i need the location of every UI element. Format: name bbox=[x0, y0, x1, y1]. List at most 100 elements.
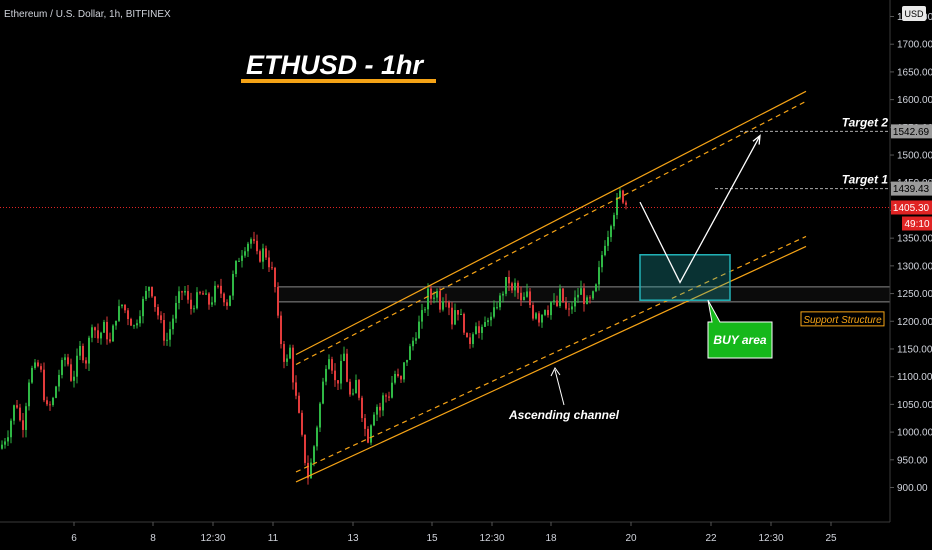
time-tick-label: 25 bbox=[825, 533, 837, 544]
time-tick-label: 6 bbox=[71, 533, 77, 544]
channel-lower-line bbox=[295, 245, 807, 483]
candle-body bbox=[205, 293, 207, 295]
ascending-channel-pointer bbox=[554, 369, 565, 406]
candle-body bbox=[100, 332, 102, 339]
price-tick-label: 1600.00 bbox=[897, 95, 932, 106]
ascending-channel-label: Ascending channel bbox=[508, 408, 620, 422]
support-structure-label: Support Structure bbox=[803, 315, 882, 326]
candle-body bbox=[76, 355, 78, 377]
ascending-channel-pointer-head bbox=[550, 367, 561, 377]
time-tick-label: 15 bbox=[426, 533, 438, 544]
candle-body bbox=[301, 412, 303, 435]
candle-body bbox=[454, 310, 456, 325]
candle-body bbox=[502, 293, 504, 296]
candle-body bbox=[460, 313, 462, 315]
countdown-tag bbox=[902, 216, 932, 231]
candle-body bbox=[541, 314, 543, 323]
candle-body bbox=[577, 294, 579, 298]
buy-area-callout bbox=[707, 299, 773, 359]
candle-body bbox=[571, 306, 573, 310]
candle-body bbox=[451, 307, 453, 325]
candle-body bbox=[145, 290, 147, 299]
candle-body bbox=[403, 362, 405, 380]
candle-body bbox=[412, 340, 414, 347]
candle-body bbox=[529, 291, 531, 306]
candle-body bbox=[376, 406, 378, 415]
buy-zone-box bbox=[639, 254, 731, 301]
time-axis[interactable]: 6 8 12:30 11 13 15 12:30 18 20 22 12:30 25 bbox=[71, 522, 837, 544]
currency-button[interactable] bbox=[902, 6, 926, 21]
candle-body bbox=[223, 293, 225, 303]
candle-body bbox=[385, 395, 387, 397]
candle-body bbox=[247, 243, 249, 252]
candle-body bbox=[343, 353, 345, 361]
candle-body bbox=[559, 288, 561, 307]
candle-body bbox=[373, 414, 375, 426]
candle-body bbox=[340, 360, 342, 384]
candle-body bbox=[307, 462, 309, 479]
price-tick-label: 1150.00 bbox=[897, 344, 932, 355]
time-tick-label: 12:30 bbox=[479, 533, 504, 544]
candle-body bbox=[475, 326, 477, 335]
candle-body bbox=[586, 297, 588, 305]
candle-body bbox=[73, 376, 75, 381]
candle-body bbox=[610, 226, 612, 238]
target-label: Target 1 bbox=[842, 173, 889, 187]
candle-body bbox=[13, 405, 15, 421]
price-axis[interactable]: 900.00 950.00 1000.00 1050.00 1100.00 1150.00… bbox=[890, 12, 932, 494]
channel-upper-line bbox=[295, 90, 807, 356]
candle-body bbox=[31, 367, 33, 383]
candle-body bbox=[469, 337, 471, 344]
candle-body bbox=[565, 302, 567, 309]
time-tick-label: 18 bbox=[545, 533, 557, 544]
candle-body bbox=[433, 297, 435, 299]
candle-body bbox=[94, 327, 96, 331]
candle-body bbox=[358, 380, 360, 398]
candle-body bbox=[499, 295, 501, 308]
candle-body bbox=[349, 381, 351, 395]
candle-body bbox=[214, 285, 216, 303]
candle-body bbox=[496, 307, 498, 309]
candle-body bbox=[505, 276, 507, 294]
candle-body bbox=[436, 291, 438, 298]
candle-body bbox=[148, 286, 150, 291]
candle-body bbox=[232, 273, 234, 296]
candle-body bbox=[544, 309, 546, 315]
projection-arrowhead bbox=[752, 134, 761, 145]
candle-body bbox=[457, 310, 459, 315]
candle-body bbox=[589, 297, 591, 299]
candle-body bbox=[28, 382, 30, 407]
candle-body bbox=[514, 282, 516, 291]
candle-body bbox=[136, 323, 138, 326]
candle-body bbox=[328, 359, 330, 369]
candle-body bbox=[154, 296, 156, 308]
candle-body bbox=[262, 248, 264, 262]
candle-body bbox=[157, 307, 159, 316]
candle-body bbox=[313, 446, 315, 463]
candle-body bbox=[256, 240, 258, 252]
time-tick-label: 22 bbox=[705, 533, 717, 544]
candle-body bbox=[601, 255, 603, 268]
current-price-tag bbox=[891, 200, 932, 215]
candle-body bbox=[286, 358, 288, 362]
candle-body bbox=[337, 380, 339, 384]
candle-body bbox=[532, 305, 534, 319]
candle-body bbox=[106, 321, 108, 340]
candle-body bbox=[70, 364, 72, 381]
candle-body bbox=[421, 310, 423, 322]
candle-body bbox=[142, 298, 144, 317]
candle-body bbox=[367, 428, 369, 443]
candle-body bbox=[409, 346, 411, 360]
candle-body bbox=[82, 345, 84, 361]
candle-body bbox=[277, 286, 279, 316]
candle-body bbox=[550, 301, 552, 316]
candle-body bbox=[280, 315, 282, 345]
candle-body bbox=[208, 293, 210, 305]
candle-body bbox=[55, 386, 57, 398]
candle-body bbox=[418, 321, 420, 339]
candle-body bbox=[103, 321, 105, 333]
candle-body bbox=[310, 462, 312, 479]
candle-body bbox=[334, 370, 336, 381]
